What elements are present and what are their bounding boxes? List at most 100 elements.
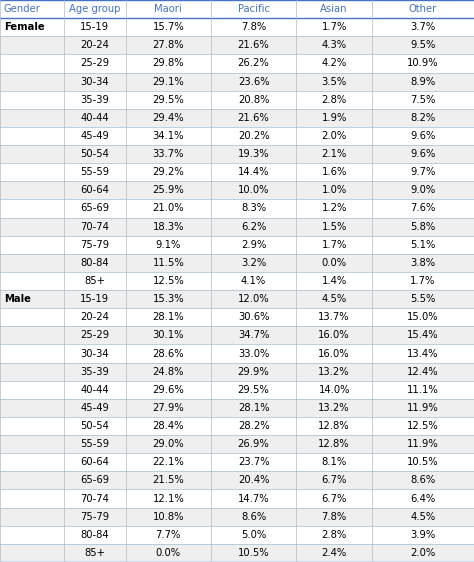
Text: 29.1%: 29.1%: [153, 76, 184, 87]
Text: 10.5%: 10.5%: [238, 548, 269, 558]
Text: 25-29: 25-29: [80, 58, 109, 69]
Text: 13.2%: 13.2%: [319, 366, 350, 377]
Text: 23.7%: 23.7%: [238, 457, 269, 467]
Text: 9.6%: 9.6%: [410, 149, 436, 159]
Text: 30.6%: 30.6%: [238, 312, 269, 322]
Text: 14.0%: 14.0%: [319, 385, 350, 395]
Bar: [372, 362, 474, 380]
Text: 9.1%: 9.1%: [155, 240, 181, 250]
Text: 0.0%: 0.0%: [321, 258, 347, 268]
Bar: [64, 0, 126, 18]
Bar: [372, 72, 474, 90]
Text: 6.2%: 6.2%: [241, 221, 266, 232]
Text: 35-39: 35-39: [81, 95, 109, 105]
Bar: [0, 272, 372, 290]
Bar: [0, 109, 372, 127]
Text: 15.3%: 15.3%: [153, 294, 184, 304]
Text: 25-29: 25-29: [80, 330, 109, 341]
Bar: [0, 435, 372, 453]
Bar: [372, 380, 474, 399]
Text: 15.0%: 15.0%: [407, 312, 439, 322]
Text: 30-34: 30-34: [81, 76, 109, 87]
Text: 9.5%: 9.5%: [410, 40, 436, 51]
Text: 34.7%: 34.7%: [238, 330, 269, 341]
Text: 1.5%: 1.5%: [321, 221, 347, 232]
Text: 4.3%: 4.3%: [321, 40, 347, 51]
Bar: [0, 200, 372, 217]
Text: 15-19: 15-19: [80, 22, 109, 32]
Text: 28.2%: 28.2%: [238, 421, 269, 431]
Text: 1.2%: 1.2%: [321, 203, 347, 214]
Text: 12.5%: 12.5%: [153, 276, 184, 286]
Text: 5.5%: 5.5%: [410, 294, 436, 304]
Text: 1.9%: 1.9%: [321, 113, 347, 123]
Text: 12.0%: 12.0%: [238, 294, 269, 304]
Text: 1.7%: 1.7%: [410, 276, 436, 286]
Text: 8.9%: 8.9%: [410, 76, 436, 87]
Bar: [372, 490, 474, 507]
Text: 26.2%: 26.2%: [238, 58, 269, 69]
Text: 28.6%: 28.6%: [153, 348, 184, 359]
Text: 5.0%: 5.0%: [241, 530, 266, 540]
Text: 4.2%: 4.2%: [321, 58, 347, 69]
Text: 29.9%: 29.9%: [238, 366, 269, 377]
Bar: [0, 345, 372, 362]
Bar: [372, 200, 474, 217]
Text: 16.0%: 16.0%: [319, 330, 350, 341]
Bar: [372, 0, 474, 18]
Text: 35-39: 35-39: [81, 366, 109, 377]
Text: 75-79: 75-79: [80, 511, 109, 522]
Bar: [126, 0, 211, 18]
Bar: [0, 544, 372, 562]
Text: 11.5%: 11.5%: [153, 258, 184, 268]
Text: 21.5%: 21.5%: [153, 475, 184, 486]
Bar: [372, 435, 474, 453]
Text: 4.5%: 4.5%: [410, 511, 436, 522]
Bar: [372, 308, 474, 327]
Text: 14.4%: 14.4%: [238, 167, 269, 177]
Bar: [0, 254, 372, 272]
Text: 23.6%: 23.6%: [238, 76, 269, 87]
Text: 8.1%: 8.1%: [321, 457, 347, 467]
Text: 15-19: 15-19: [80, 294, 109, 304]
Bar: [0, 37, 372, 55]
Text: 28.1%: 28.1%: [153, 312, 184, 322]
Text: 13.7%: 13.7%: [319, 312, 350, 322]
Text: 13.2%: 13.2%: [319, 403, 350, 413]
Text: 3.8%: 3.8%: [410, 258, 436, 268]
Text: 70-74: 70-74: [81, 221, 109, 232]
Text: 10.8%: 10.8%: [153, 511, 184, 522]
Text: 34.1%: 34.1%: [153, 131, 184, 141]
Text: 60-64: 60-64: [81, 457, 109, 467]
Bar: [372, 399, 474, 417]
Text: 55-59: 55-59: [80, 439, 109, 449]
Bar: [372, 327, 474, 345]
Bar: [0, 217, 372, 235]
Text: 11.9%: 11.9%: [407, 403, 439, 413]
Text: 6.7%: 6.7%: [321, 493, 347, 504]
Text: 7.8%: 7.8%: [241, 22, 266, 32]
Text: 7.7%: 7.7%: [155, 530, 181, 540]
Bar: [0, 55, 372, 72]
Text: 40-44: 40-44: [81, 385, 109, 395]
Text: 11.1%: 11.1%: [407, 385, 439, 395]
Text: 9.6%: 9.6%: [410, 131, 436, 141]
Text: 6.7%: 6.7%: [321, 475, 347, 486]
Bar: [0, 362, 372, 380]
Text: 2.8%: 2.8%: [321, 95, 347, 105]
Bar: [372, 525, 474, 544]
Bar: [0, 290, 372, 308]
Bar: [0, 127, 372, 145]
Bar: [0, 0, 64, 18]
Bar: [372, 109, 474, 127]
Bar: [0, 308, 372, 327]
Bar: [372, 217, 474, 235]
Bar: [0, 182, 372, 200]
Bar: [372, 18, 474, 37]
Text: 0.0%: 0.0%: [155, 548, 181, 558]
Bar: [0, 163, 372, 182]
Text: Asian: Asian: [320, 4, 348, 14]
Text: 20.4%: 20.4%: [238, 475, 269, 486]
Text: Male: Male: [4, 294, 31, 304]
Text: 29.5%: 29.5%: [153, 95, 184, 105]
